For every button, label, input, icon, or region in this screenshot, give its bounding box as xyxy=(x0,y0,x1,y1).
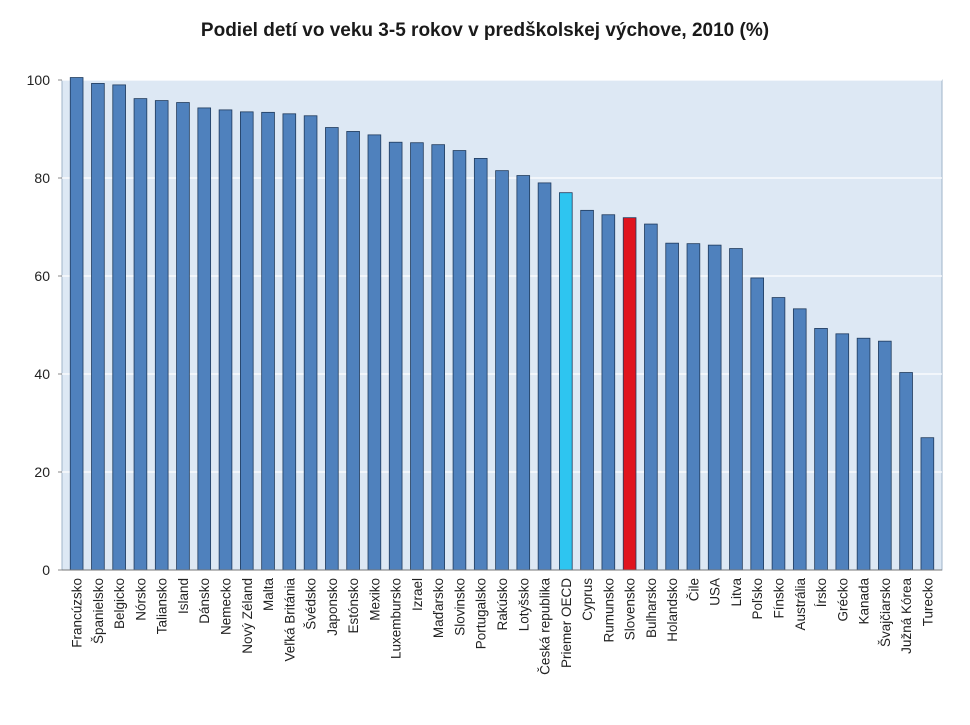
bar xyxy=(814,328,828,571)
x-tick-label: Izrael xyxy=(410,578,425,611)
chart-title: Podiel detí vo veku 3-5 rokov v predškol… xyxy=(200,20,770,41)
x-tick-label: Taliansko xyxy=(155,578,170,634)
x-axis: Francúzsko Španielsko Belgicko Nórsko Talian… xyxy=(70,578,936,675)
x-tick-label: Mexiko xyxy=(367,578,382,621)
x-tick-label: Luxembursko xyxy=(389,578,404,659)
bar xyxy=(516,175,531,571)
bar xyxy=(303,115,318,571)
y-tick-label: 40 xyxy=(34,366,50,382)
x-tick-label: Austrália xyxy=(793,578,808,631)
bar xyxy=(154,100,169,571)
bar xyxy=(771,297,786,571)
x-tick-label: Grécko xyxy=(835,578,850,622)
x-tick-label: USA xyxy=(708,578,723,606)
bar xyxy=(920,437,935,571)
bar xyxy=(410,142,424,571)
bar xyxy=(835,333,850,571)
y-tick-label: 100 xyxy=(27,72,51,88)
bar xyxy=(367,134,382,571)
x-tick-label: Estónsko xyxy=(346,578,361,634)
bar xyxy=(729,248,743,571)
x-tick-label: Litva xyxy=(729,578,744,607)
x-tick-label: Švajčiarsko xyxy=(878,578,893,647)
y-tick-label: 20 xyxy=(34,464,50,480)
x-tick-label: Kanada xyxy=(857,578,872,625)
bar xyxy=(665,242,679,571)
bar xyxy=(750,277,765,571)
x-tick-label: Južná Kórea xyxy=(899,578,914,654)
bar xyxy=(856,337,871,571)
x-tick-label: Poľsko xyxy=(750,578,765,619)
bar xyxy=(282,113,297,571)
x-tick-label: Nový Zéland xyxy=(240,578,255,654)
x-tick-label: Lotyšsko xyxy=(516,578,531,631)
bar xyxy=(622,217,637,571)
bar xyxy=(431,144,445,571)
x-tick-label: Japonsko xyxy=(325,578,340,636)
bar xyxy=(495,170,509,571)
bar xyxy=(69,77,84,571)
bar xyxy=(686,243,701,571)
x-tick-label: Bulharsko xyxy=(644,578,659,638)
bar xyxy=(644,223,658,571)
bar xyxy=(197,107,212,571)
bar xyxy=(707,244,722,571)
bar xyxy=(601,214,616,571)
bar xyxy=(473,157,488,571)
y-tick-label: 80 xyxy=(34,170,50,186)
y-axis: 0 20 40 60 80 100 xyxy=(27,72,62,578)
x-tick-label: Fínsko xyxy=(771,578,786,619)
x-tick-label: Malta xyxy=(261,578,276,612)
bar xyxy=(218,109,233,571)
y-tick-label: 60 xyxy=(34,268,50,284)
bar xyxy=(899,372,913,571)
x-tick-label: Holandsko xyxy=(665,578,680,642)
x-tick-label: Portugalsko xyxy=(474,578,489,649)
x-tick-label: Veľká Británia xyxy=(282,578,297,662)
x-tick-label: Belgicko xyxy=(112,578,127,629)
x-tick-label: Francúzsko xyxy=(70,578,85,648)
x-tick-label: Švédsko xyxy=(304,578,319,630)
bar xyxy=(452,150,467,571)
bar xyxy=(346,131,360,571)
x-tick-label: Nórsko xyxy=(133,578,148,621)
x-tick-label: Priemer OECD xyxy=(559,578,574,668)
bar xyxy=(792,308,807,571)
x-tick-label: Rakúsko xyxy=(495,578,510,631)
x-tick-label: Španielsko xyxy=(91,578,106,644)
x-tick-label: Maďarsko xyxy=(431,578,446,638)
x-tick-label: Island xyxy=(176,578,191,614)
bar xyxy=(91,83,105,571)
x-tick-label: Turecko xyxy=(920,578,935,626)
x-tick-label: Rumunsko xyxy=(601,578,616,643)
x-tick-label: Česká republika xyxy=(538,578,553,675)
x-tick-label: Slovinsko xyxy=(452,578,467,636)
x-tick-label: Cyprus xyxy=(580,578,595,621)
bar xyxy=(559,192,573,571)
x-tick-label: Čile xyxy=(686,578,701,601)
bar xyxy=(176,102,190,571)
bar xyxy=(388,141,403,571)
bar xyxy=(112,84,126,571)
x-tick-label: Slovensko xyxy=(623,578,638,640)
bar xyxy=(537,182,552,571)
y-tick-label: 0 xyxy=(42,562,50,578)
bar xyxy=(239,111,254,571)
bar xyxy=(325,127,339,571)
x-tick-label: Írsko xyxy=(814,578,829,607)
x-tick-label: Dánsko xyxy=(197,578,212,624)
bar xyxy=(133,98,148,571)
bar xyxy=(261,111,275,571)
bar xyxy=(878,340,892,571)
x-tick-label: Nemecko xyxy=(219,578,234,635)
bars xyxy=(69,77,935,571)
bar xyxy=(580,209,594,571)
